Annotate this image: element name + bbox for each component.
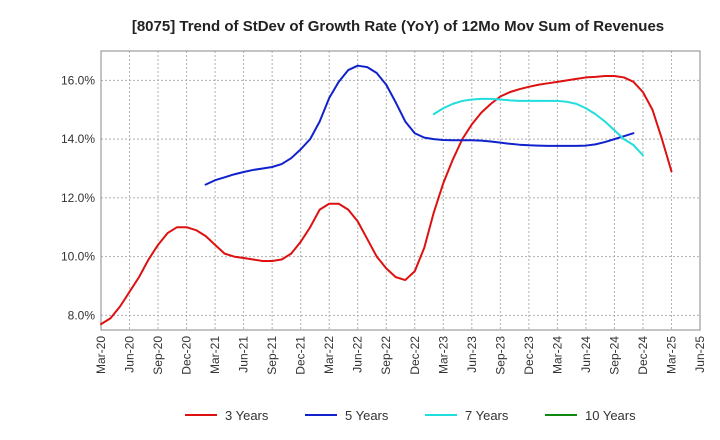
- series-line-5-years: [204, 64, 635, 186]
- x-tick-label: Dec-20: [180, 336, 194, 375]
- x-tick-label: Mar-22: [322, 336, 336, 374]
- x-tick-label: Jun-24: [579, 336, 593, 373]
- x-tick-label: Mar-25: [664, 336, 678, 374]
- x-tick-label: Jun-22: [351, 336, 365, 373]
- series-line-3-years: [100, 74, 673, 326]
- x-tick-label: Mar-24: [550, 336, 564, 374]
- series-line-7-years: [432, 97, 644, 157]
- grid-layer: [100, 51, 701, 330]
- x-tick-label: Dec-22: [408, 336, 422, 375]
- y-tick-label: 12.0%: [61, 191, 95, 205]
- x-tick-label: Sep-21: [265, 336, 279, 375]
- x-tick-label: Jun-21: [237, 336, 251, 373]
- y-axis-ticks: 8.0% 10.0% 12.0% 14.0% 16.0%: [61, 73, 95, 322]
- y-tick-label: 14.0%: [61, 132, 95, 146]
- series-layer: [100, 64, 673, 326]
- x-tick-label: Mar-21: [208, 336, 222, 374]
- y-tick-label: 16.0%: [61, 73, 95, 87]
- x-tick-label: Dec-21: [294, 336, 308, 375]
- legend-label: 3 Years: [225, 408, 269, 423]
- legend: 3 Years 5 Years 7 Years 10 Years: [185, 408, 636, 423]
- y-tick-label: 8.0%: [68, 308, 96, 322]
- x-axis-ticks: Mar-20 Jun-20 Sep-20 Dec-20 Mar-21 Jun-21 Sep-…: [94, 336, 707, 375]
- legend-label: 7 Years: [465, 408, 509, 423]
- chart-title: [8075] Trend of StDev of Growth Rate (Yo…: [132, 18, 664, 35]
- legend-label: 5 Years: [345, 408, 389, 423]
- x-tick-label: Sep-22: [379, 336, 393, 375]
- plot-frame: [100, 50, 701, 331]
- x-tick-label: Dec-23: [522, 336, 536, 375]
- x-tick-label: Sep-20: [151, 336, 165, 375]
- legend-label: 10 Years: [585, 408, 636, 423]
- y-tick-label: 10.0%: [61, 250, 95, 264]
- x-tick-label: Sep-23: [493, 336, 507, 375]
- x-tick-label: Mar-23: [436, 336, 450, 374]
- x-tick-label: Mar-20: [94, 336, 108, 374]
- x-tick-label: Jun-23: [465, 336, 479, 373]
- x-tick-label: Jun-25: [693, 336, 707, 373]
- x-tick-label: Dec-24: [636, 336, 650, 375]
- x-tick-label: Jun-20: [123, 336, 137, 373]
- x-tick-label: Sep-24: [607, 336, 621, 375]
